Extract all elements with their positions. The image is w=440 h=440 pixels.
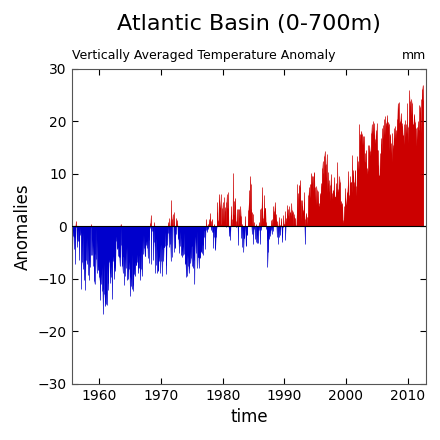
Text: Vertically Averaged Temperature Anomaly: Vertically Averaged Temperature Anomaly	[72, 49, 335, 62]
Text: mm: mm	[402, 49, 426, 62]
Y-axis label: Anomalies: Anomalies	[14, 183, 32, 270]
X-axis label: time: time	[230, 408, 268, 426]
Title: Atlantic Basin (0-700m): Atlantic Basin (0-700m)	[117, 14, 381, 34]
